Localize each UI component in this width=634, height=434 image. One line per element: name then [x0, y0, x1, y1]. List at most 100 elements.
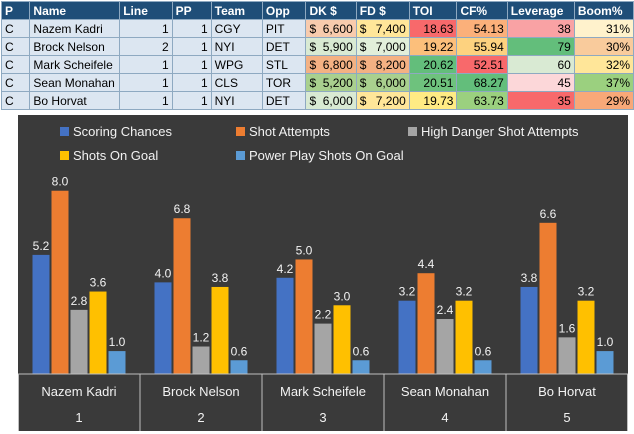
cell-position[interactable]: C — [0, 91, 31, 110]
data-label: 5.2 — [33, 239, 50, 253]
cell-value: 6,000 — [375, 75, 406, 90]
cell-team[interactable]: NYI — [210, 91, 263, 110]
cell-fd-salary[interactable]: $6,000 — [355, 73, 410, 92]
table-row[interactable]: C Nazem Kadri 1 1 CGY PIT $6,600 $7,400 … — [0, 19, 634, 38]
category-label: Nazem Kadri — [41, 384, 116, 399]
col-header-line[interactable]: Line — [119, 1, 173, 20]
cell-position[interactable]: C — [0, 19, 31, 38]
cell-boom-pct[interactable]: 37% — [573, 73, 634, 92]
cell-line[interactable]: 1 — [119, 91, 173, 110]
col-header-leverage[interactable]: Leverage — [506, 1, 575, 20]
cell-boom-pct[interactable]: 32% — [573, 55, 634, 74]
bar-scoring-chances — [154, 282, 172, 374]
cell-toi[interactable]: 18.63 — [408, 19, 458, 38]
data-label: 2.4 — [437, 303, 454, 317]
col-header-pp[interactable]: PP — [171, 1, 212, 20]
col-header-fd-salary[interactable]: FD $ — [355, 1, 410, 20]
data-label: 6.6 — [540, 207, 557, 221]
cell-fd-salary[interactable]: $8,200 — [355, 55, 410, 74]
cell-position[interactable]: C — [0, 55, 31, 74]
cell-pp[interactable]: 1 — [171, 73, 212, 92]
category-label: Bo Horvat — [538, 384, 596, 399]
table-row[interactable]: C Sean Monahan 1 1 CLS TOR $5,200 $6,000… — [0, 73, 634, 92]
cell-leverage[interactable]: 35 — [506, 91, 575, 110]
cell-value: 6,600 — [322, 21, 353, 36]
bar-power-play-shots-on-goal — [352, 360, 370, 374]
cell-pp[interactable]: 1 — [171, 37, 212, 56]
cell-line[interactable]: 2 — [119, 37, 173, 56]
cell-player-name[interactable]: Brock Nelson — [29, 37, 121, 56]
currency-symbol: $ — [359, 21, 367, 36]
cell-dk-salary[interactable]: $5,900 — [305, 37, 357, 56]
player-stats-chart: Scoring Chances Shot Attempts High Danger … — [18, 115, 628, 431]
col-header-toi[interactable]: TOI — [408, 1, 458, 20]
table-row[interactable]: C Bo Horvat 1 1 NYI DET $6,000 $7,200 19… — [0, 91, 634, 110]
cell-opp[interactable]: PIT — [261, 19, 307, 38]
cell-cf-pct[interactable]: 55.94 — [456, 37, 508, 56]
cell-player-name[interactable]: Sean Monahan — [29, 73, 121, 92]
category-label: Brock Nelson — [162, 384, 239, 399]
col-header-dk-salary[interactable]: DK $ — [305, 1, 357, 20]
cell-boom-pct[interactable]: 29% — [573, 91, 634, 110]
cell-leverage[interactable]: 45 — [506, 73, 575, 92]
col-header-boom-pct[interactable]: Boom% — [573, 1, 634, 20]
cell-line[interactable]: 1 — [119, 73, 173, 92]
cell-pp[interactable]: 1 — [171, 19, 212, 38]
currency-symbol: $ — [309, 93, 317, 108]
legend-label: High Danger Shot Attempts — [421, 124, 579, 139]
cell-opp[interactable]: STL — [261, 55, 307, 74]
legend-label: Power Play Shots On Goal — [249, 148, 404, 163]
cell-position[interactable]: C — [0, 73, 31, 92]
cell-team[interactable]: NYI — [210, 37, 263, 56]
cell-team[interactable]: WPG — [210, 55, 263, 74]
cell-pp[interactable]: 1 — [171, 91, 212, 110]
bar-high-danger-shot-attempts — [70, 309, 88, 374]
cell-position[interactable]: C — [0, 37, 31, 56]
cell-player-name[interactable]: Bo Horvat — [29, 91, 121, 110]
cell-cf-pct[interactable]: 63.73 — [456, 91, 508, 110]
cell-dk-salary[interactable]: $6,600 — [305, 19, 357, 38]
cell-team[interactable]: CLS — [210, 73, 263, 92]
cell-toi[interactable]: 19.22 — [408, 37, 458, 56]
cell-fd-salary[interactable]: $7,200 — [355, 91, 410, 110]
cell-team[interactable]: CGY — [210, 19, 263, 38]
cell-boom-pct[interactable]: 31% — [573, 19, 634, 38]
cell-value: 5,900 — [322, 39, 353, 54]
col-header-team[interactable]: Team — [210, 1, 263, 20]
cell-boom-pct[interactable]: 30% — [573, 37, 634, 56]
currency-symbol: $ — [309, 39, 317, 54]
cell-opp[interactable]: TOR — [261, 73, 307, 92]
cell-pp[interactable]: 1 — [171, 55, 212, 74]
table-row[interactable]: C Brock Nelson 2 1 NYI DET $5,900 $7,000… — [0, 37, 634, 56]
cell-line[interactable]: 1 — [119, 55, 173, 74]
cell-player-name[interactable]: Nazem Kadri — [29, 19, 121, 38]
cell-player-name[interactable]: Mark Scheifele — [29, 55, 121, 74]
cell-opp[interactable]: DET — [261, 37, 307, 56]
cell-toi[interactable]: 19.73 — [408, 91, 458, 110]
cell-value: 5,200 — [322, 75, 353, 90]
table-row[interactable]: C Mark Scheifele 1 1 WPG STL $6,800 $8,2… — [0, 55, 634, 74]
data-label: 3.8 — [521, 271, 538, 285]
cell-value: 7,000 — [375, 39, 406, 54]
col-header-cf-pct[interactable]: CF% — [456, 1, 508, 20]
cell-fd-salary[interactable]: $7,000 — [355, 37, 410, 56]
cell-cf-pct[interactable]: 54.13 — [456, 19, 508, 38]
cell-leverage[interactable]: 38 — [506, 19, 575, 38]
col-header-name[interactable]: Name — [29, 1, 121, 20]
currency-symbol: $ — [359, 57, 367, 72]
cell-cf-pct[interactable]: 68.27 — [456, 73, 508, 92]
cell-leverage[interactable]: 79 — [506, 37, 575, 56]
col-header-opp[interactable]: Opp — [261, 1, 307, 20]
cell-line[interactable]: 1 — [119, 19, 173, 38]
cell-fd-salary[interactable]: $7,400 — [355, 19, 410, 38]
legend-swatch — [408, 127, 417, 136]
cell-cf-pct[interactable]: 52.51 — [456, 55, 508, 74]
cell-toi[interactable]: 20.51 — [408, 73, 458, 92]
cell-toi[interactable]: 20.62 — [408, 55, 458, 74]
cell-opp[interactable]: DET — [261, 91, 307, 110]
col-header-position[interactable]: P — [0, 1, 31, 20]
cell-leverage[interactable]: 60 — [506, 55, 575, 74]
cell-dk-salary[interactable]: $6,000 — [305, 91, 357, 110]
cell-dk-salary[interactable]: $6,800 — [305, 55, 357, 74]
cell-dk-salary[interactable]: $5,200 — [305, 73, 357, 92]
